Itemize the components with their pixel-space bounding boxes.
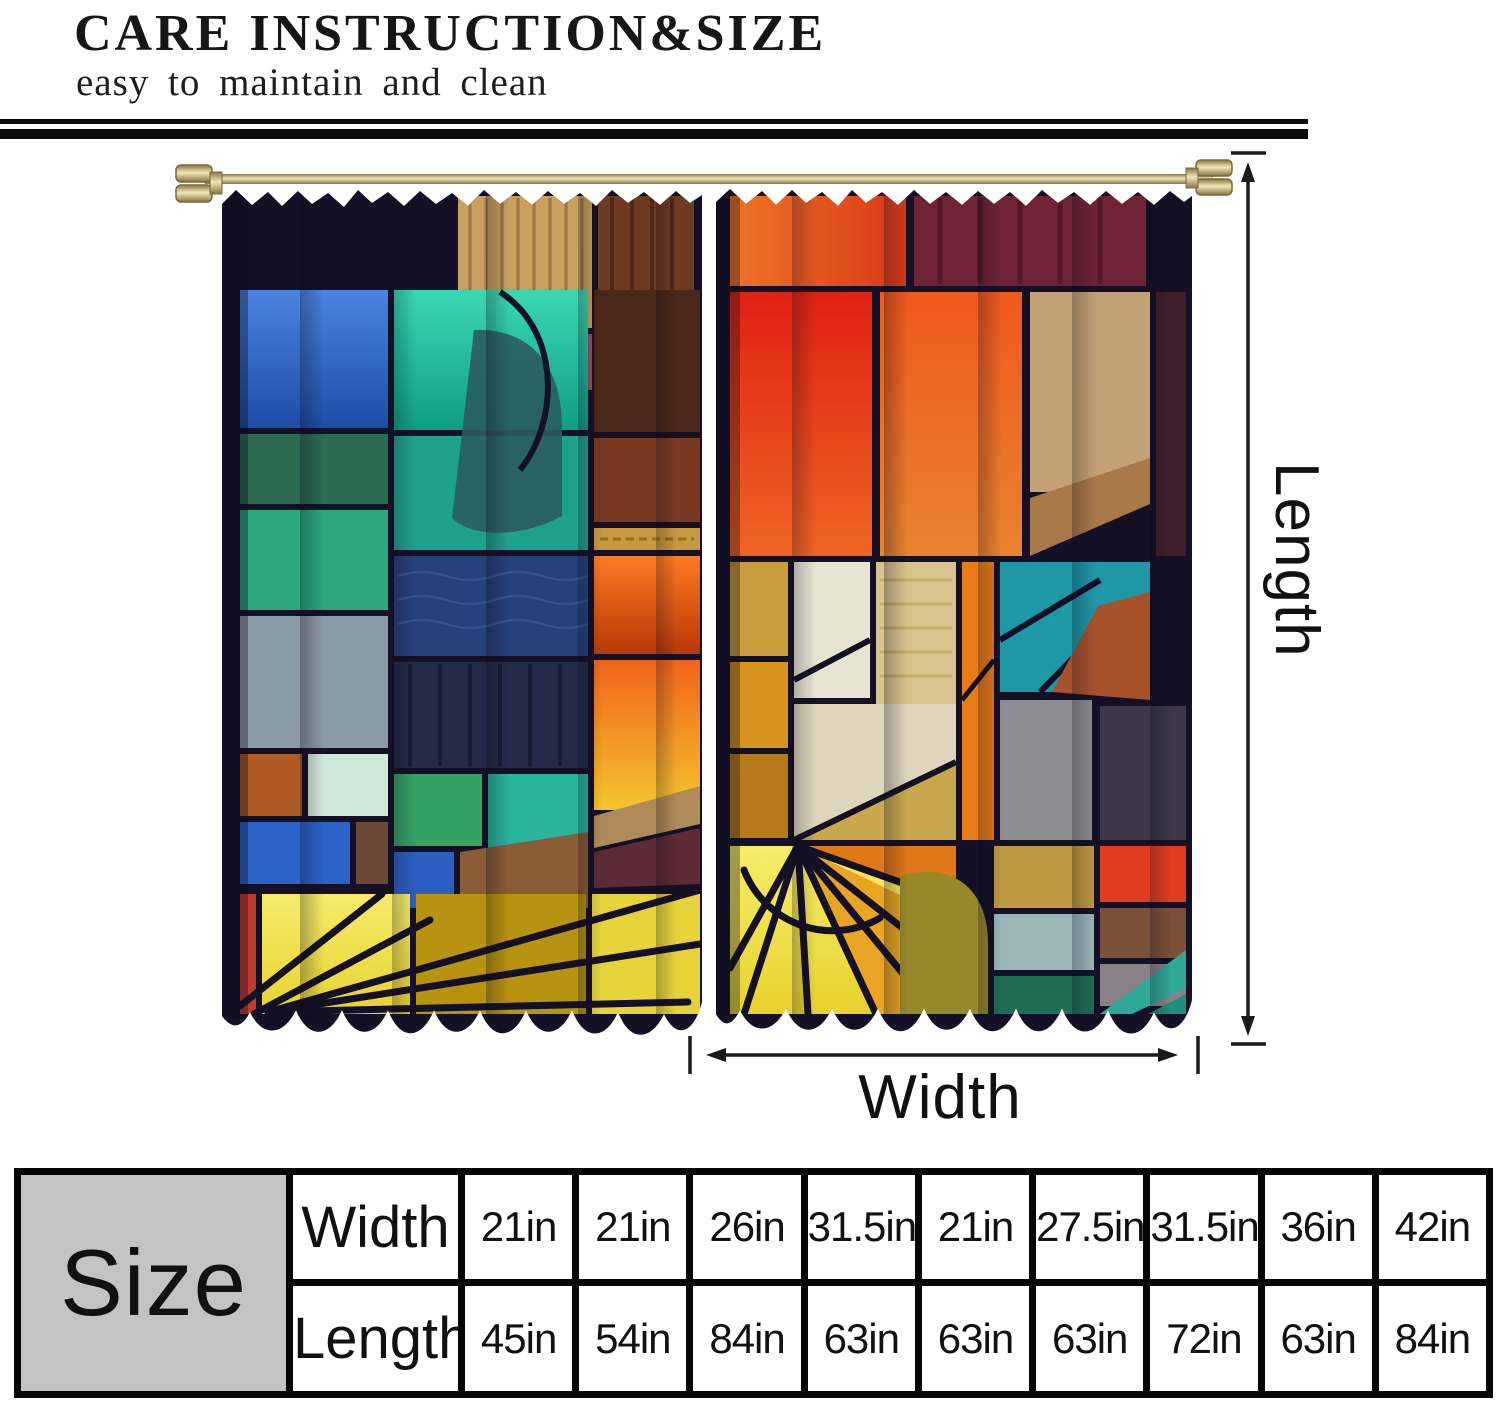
length-value: 54in (572, 1279, 694, 1398)
width-value: 31.5in (800, 1168, 922, 1286)
width-value: 21in (572, 1168, 694, 1286)
length-arrow (1231, 151, 1266, 1046)
rod-finial-left (175, 164, 223, 203)
page-subtitle: easy to maintain and clean (76, 61, 548, 104)
divider-line-thick (0, 129, 1308, 139)
size-corner-cell: Size (14, 1168, 293, 1398)
left-curtain-panel (222, 190, 702, 1035)
width-value: 31.5in (1143, 1168, 1265, 1286)
length-value: 63in (1029, 1279, 1151, 1398)
right-fold-shadows (716, 189, 1180, 1018)
curtain-scene (175, 151, 1266, 1074)
length-value: 72in (1143, 1279, 1265, 1398)
width-value: 42in (1371, 1168, 1494, 1286)
width-row-label: Width (286, 1168, 465, 1286)
length-value: 45in (457, 1279, 580, 1398)
length-row-label: Length (286, 1279, 465, 1398)
length-value: 63in (914, 1279, 1037, 1398)
width-value: 21in (914, 1168, 1037, 1286)
left-fold-shadows (222, 190, 686, 1018)
right-glass-mosaic (716, 189, 1186, 1018)
width-value: 36in (1257, 1168, 1379, 1286)
length-value: 63in (800, 1279, 922, 1398)
width-label: Width (858, 1063, 1022, 1132)
rod-finial-right (1185, 159, 1233, 196)
width-row: Size Width 21in 21in 26in 31.5in 21in 27… (14, 1168, 1494, 1398)
length-value: 84in (1371, 1279, 1494, 1398)
width-value: 21in (457, 1168, 580, 1286)
right-curtain-panel (716, 189, 1192, 1034)
length-label: Length (1262, 462, 1331, 658)
curtain-rod (175, 159, 1233, 203)
page-title: CARE INSTRUCTION&SIZE (74, 5, 827, 62)
length-row: Length 45in 54in 84in 63in 63in 63in 72i… (18, 1279, 1494, 1398)
width-arrow (688, 1036, 1200, 1074)
size-table: Size Width 21in 21in 26in 31.5in 21in 27… (14, 1168, 1494, 1398)
width-value: 26in (686, 1168, 808, 1286)
length-value: 84in (686, 1279, 808, 1398)
width-value: 27.5in (1029, 1168, 1151, 1286)
length-value: 63in (1257, 1279, 1379, 1398)
divider-line-thin (0, 119, 1308, 124)
left-glass-mosaic (222, 190, 702, 1018)
